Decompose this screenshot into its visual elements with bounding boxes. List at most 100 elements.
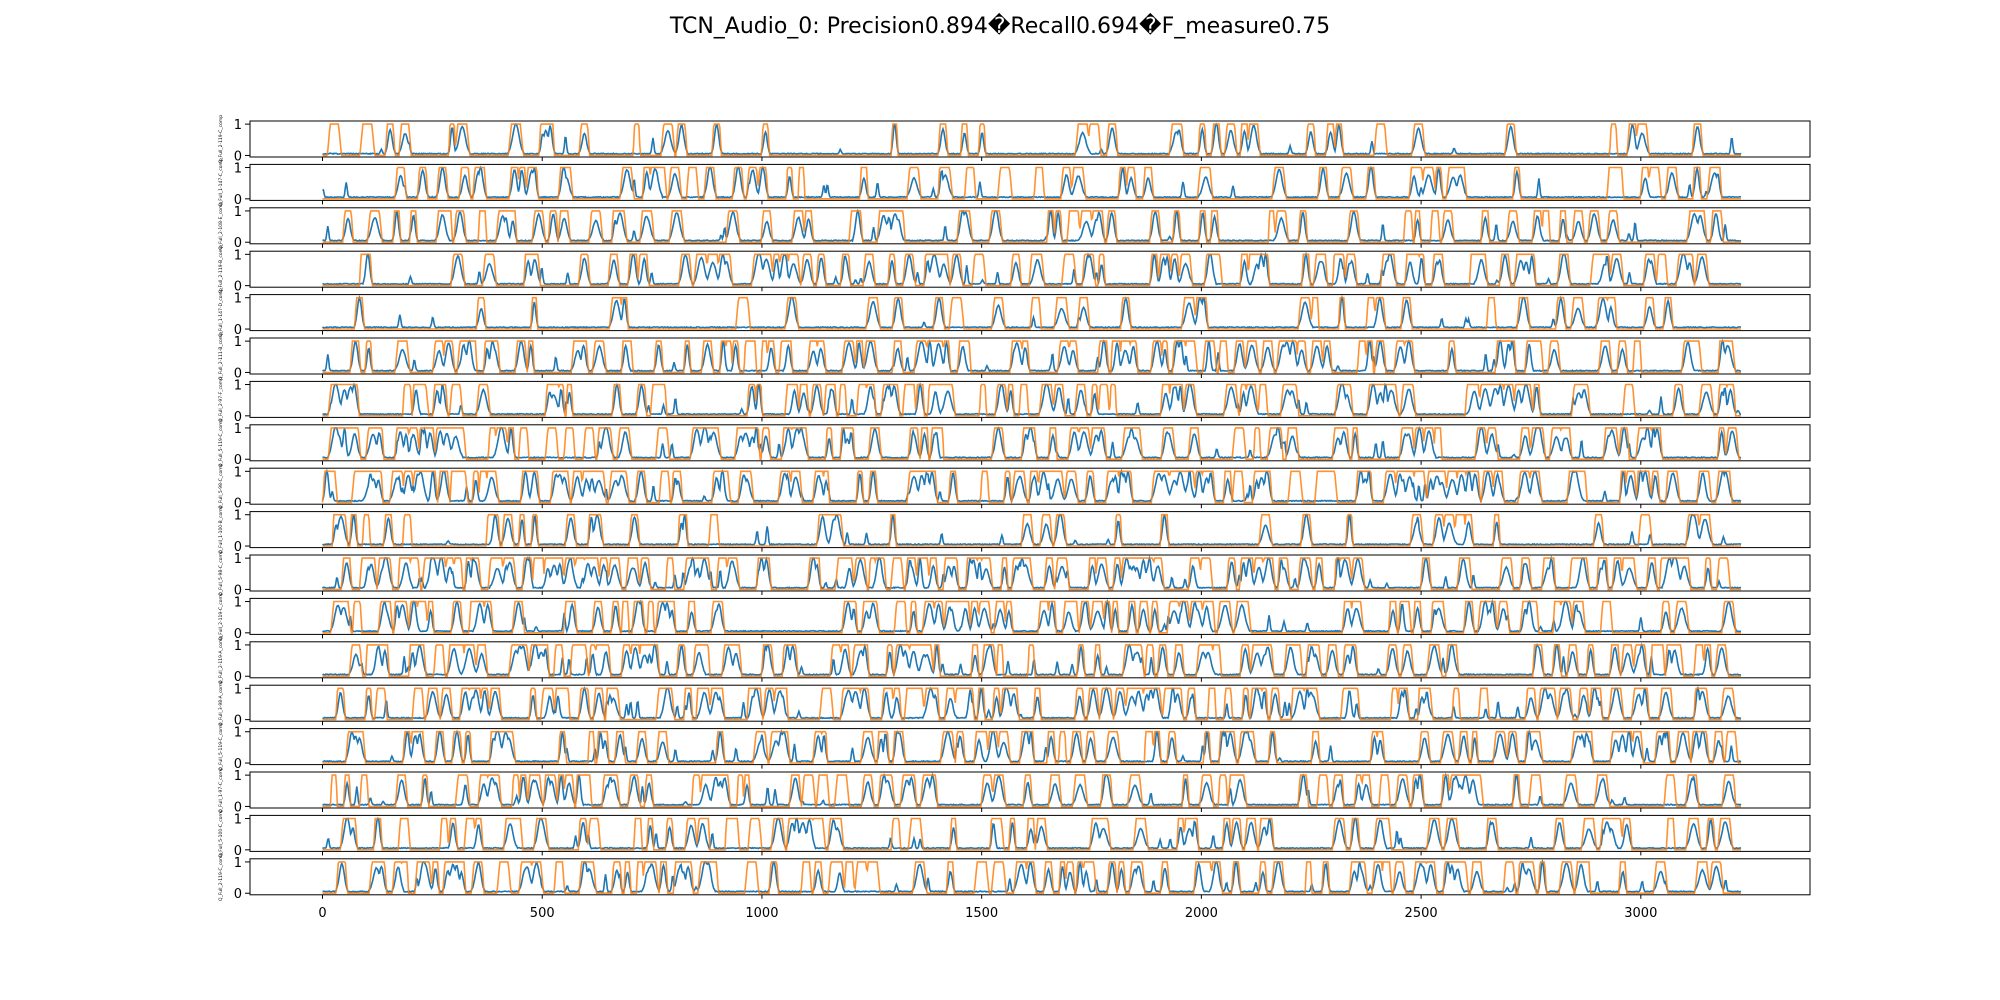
panel-label: Q_Full_2-119-A_comp: [218, 636, 224, 684]
subplot-panel: 0 1 Q_Full_1-147-C_comp: [218, 158, 1811, 208]
prediction-line: [322, 858, 1742, 894]
subplot-panel: 0 1 Q_Full_1-97-C_comp: [218, 767, 1811, 815]
subplot-panel: 0 1 Q_Full_5-98-C_comp: [218, 463, 1811, 512]
prediction-line: [322, 598, 1742, 635]
panel-label: Q_Full_1-100-B_comp: [218, 505, 224, 553]
panel-label: Q_Full_5-98-C_comp: [218, 550, 224, 596]
prediction-line: [322, 208, 1742, 243]
axes-frame: [249, 250, 1811, 288]
x-tick-label: 1000: [745, 906, 778, 921]
subplot-panel: 0 1 Q_Full_2-97-F_comp: [218, 377, 1811, 425]
y-tick-label: 0: [234, 887, 242, 902]
ground-truth-line: [322, 383, 1741, 417]
axes-frame: [249, 597, 1811, 635]
ground-truth-line: [322, 210, 1741, 243]
axes-frame: [249, 814, 1811, 852]
subplot-panel: 0 1 Q_Full_5-100-C_comp: [218, 809, 1811, 859]
panel-label: Q_Full_2-119-C_comp: [218, 115, 224, 163]
y-tick-label: 0: [234, 757, 242, 772]
y-tick-label: 0: [234, 627, 242, 642]
y-tick-label: 0: [234, 844, 242, 859]
y-tick-label: 0: [234, 497, 242, 512]
y-tick-label: 1: [234, 335, 242, 350]
subplot-panel: 0 1 Q_Full_5-98-C_comp: [218, 550, 1811, 598]
subplot-panel: 0 1 Q_Full_2-108-E_comp: [218, 202, 1811, 251]
axes-frame: [249, 424, 1811, 462]
prediction-line: [321, 294, 1742, 330]
prediction-line: [322, 251, 1742, 287]
y-tick-label: 1: [234, 509, 242, 524]
y-tick-label: 1: [234, 118, 242, 133]
ground-truth-line: [322, 427, 1741, 460]
y-tick-label: 0: [234, 280, 242, 295]
ground-truth-line: [322, 253, 1741, 287]
y-tick-label: 0: [234, 800, 242, 815]
axes-frame: [249, 467, 1811, 505]
y-tick-label: 1: [234, 205, 242, 220]
ground-truth-line: [322, 644, 1741, 677]
ground-truth-line: [322, 730, 1741, 764]
ground-truth-line: [322, 513, 1741, 547]
y-tick-label: 0: [234, 714, 242, 729]
subplot-panel: 0 1 Q_Full_1-100-B_comp: [218, 505, 1811, 555]
panel-label: Q_Full_1-147-C_comp: [218, 158, 224, 206]
y-tick-label: 1: [234, 769, 242, 784]
subplot-panel: 0 1 Q_Full_3-98-A_comp: [218, 680, 1811, 729]
x-tick-label: 3000: [1624, 906, 1657, 921]
y-tick-label: 0: [234, 236, 242, 251]
subplot-panel: 0 1 Q_Full_5-119-C_comp: [218, 722, 1811, 772]
y-tick-label: 0: [234, 193, 242, 208]
panel-label: Q_Full_3-98-A_comp: [218, 680, 224, 725]
panel-label: Q_Full_5-119-C_comp: [218, 419, 224, 467]
prediction-line: [322, 642, 1742, 678]
y-tick-label: 0: [234, 410, 242, 425]
ground-truth-line: [321, 470, 1741, 504]
y-tick-label: 1: [234, 813, 242, 828]
x-tick-label: 2500: [1405, 906, 1438, 921]
axes-frame: [249, 641, 1811, 679]
y-tick-label: 1: [234, 379, 242, 394]
x-tick-label: 500: [530, 906, 555, 921]
ground-truth-line: [322, 817, 1741, 851]
panel-label: Q_Full_1-97-C_comp: [218, 767, 224, 813]
y-tick-label: 1: [234, 639, 242, 654]
subplot-panel: 0 1 Q_Full_5-119-C_comp: [218, 419, 1811, 468]
panel-label: Q_Full_2-111-B_comp: [218, 332, 224, 380]
ground-truth-line: [322, 861, 1741, 894]
axes-frame: [249, 728, 1811, 766]
y-tick-label: 0: [234, 149, 242, 164]
subplot-panel: 0 1 Q_Full_2-119-C_comp: [218, 853, 1811, 902]
prediction-line: [322, 382, 1742, 416]
axes-frame: [249, 511, 1811, 549]
axes-frame: [249, 337, 1811, 375]
ground-truth-line: [322, 687, 1741, 721]
y-tick-label: 0: [234, 323, 242, 338]
panel-label: Q_Full_5-100-C_comp: [218, 809, 224, 857]
axes-frame: [249, 207, 1811, 245]
prediction-line: [322, 338, 1742, 373]
subplot-panel: 0 1 Q_Full_2-119-C_comp: [218, 592, 1811, 642]
y-tick-label: 1: [234, 422, 242, 437]
panel-label: Q_Full_1-147-D_comp: [218, 288, 224, 337]
prediction-line: [322, 685, 1742, 720]
panel-label: Q_Full_5-98-C_comp: [218, 463, 224, 509]
axes-frame: [249, 120, 1811, 158]
y-tick-label: 0: [234, 366, 242, 381]
prediction-line: [322, 513, 1742, 547]
panel-label: Q_Full_2-97-F_comp: [218, 377, 224, 422]
ground-truth-line: [322, 600, 1741, 634]
ground-truth-line: [322, 166, 1741, 200]
x-tick-label: 0: [318, 906, 326, 921]
panel-label: Q_Full_2-119-C_comp: [218, 853, 224, 901]
y-tick-label: 1: [234, 596, 242, 611]
chart-title: TCN_Audio_0: Precision0.894�Recall0.694�…: [669, 14, 1331, 39]
panel-label: Q_Full_2-108-E_comp: [218, 202, 224, 250]
axes-frame: [249, 380, 1811, 418]
axes-frame: [249, 684, 1811, 722]
subplot-panel: 0 1 Q_Full_2-119-C_comp: [218, 115, 1811, 164]
y-tick-label: 0: [234, 670, 242, 685]
y-tick-label: 0: [234, 540, 242, 555]
y-tick-label: 0: [234, 453, 242, 468]
y-tick-label: 1: [234, 726, 242, 741]
y-tick-label: 1: [234, 552, 242, 567]
